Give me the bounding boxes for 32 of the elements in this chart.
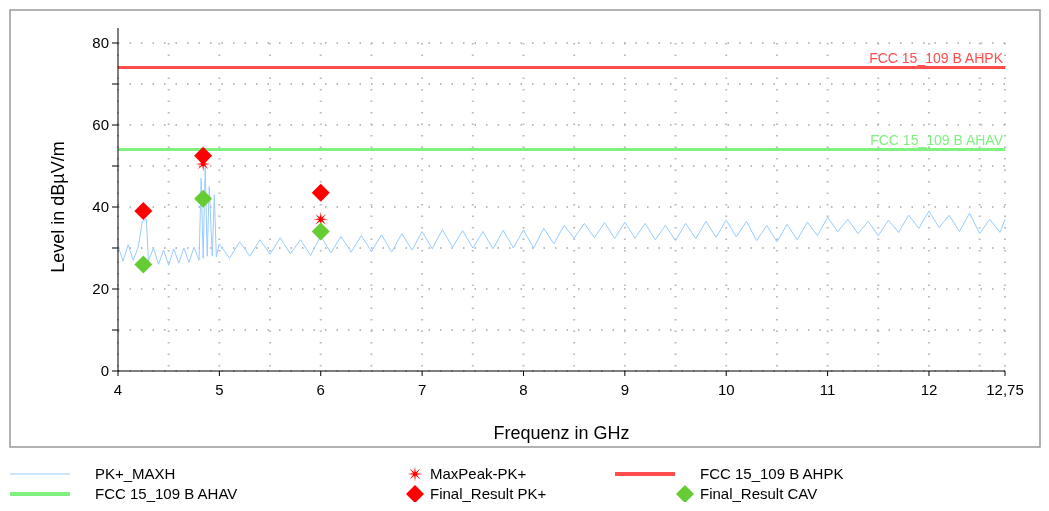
x-tick-label: 11	[819, 381, 836, 398]
legend-label: Final_Result PK+	[430, 485, 547, 503]
text: FCC 15_109 B AHAV	[870, 131, 1003, 148]
y-axis-title: Level in dBµV/m	[48, 141, 68, 273]
point	[311, 222, 330, 241]
point	[134, 255, 153, 274]
x-tick-label: 12,75	[986, 381, 1024, 398]
point	[313, 211, 329, 227]
y-tick-label: 0	[100, 362, 109, 380]
y-tick-label: 80	[92, 34, 109, 52]
y-tick-label: 60	[92, 116, 109, 134]
legend-label: FCC 15_109 B AHPK	[700, 465, 844, 483]
point	[194, 146, 213, 165]
text: FCC 15_109 B AHPK	[869, 49, 1003, 66]
x-tick-label: 5	[215, 381, 224, 398]
point	[134, 202, 153, 221]
x-tick-label: 12	[920, 381, 938, 398]
y-tick-label: 40	[92, 198, 109, 216]
x-tick-label: 7	[417, 381, 427, 398]
point	[311, 183, 330, 202]
x-tick-label: 9	[620, 381, 630, 398]
legend-label: PK+_MAXH	[95, 465, 176, 483]
x-tick-label: 6	[316, 381, 325, 398]
legend-label: FCC 15_109 B AHAV	[95, 485, 238, 503]
y-tick-label: 20	[92, 280, 109, 298]
x-tick-label: 8	[519, 381, 528, 398]
x-axis-title: Frequenz in GHz	[493, 423, 630, 443]
legend-label: MaxPeak-PK+	[430, 465, 527, 483]
legend-label: Final_Result CAV	[700, 485, 818, 503]
point	[194, 189, 213, 208]
x-tick-label: 4	[113, 381, 123, 398]
x-tick-label: 10	[717, 381, 735, 398]
